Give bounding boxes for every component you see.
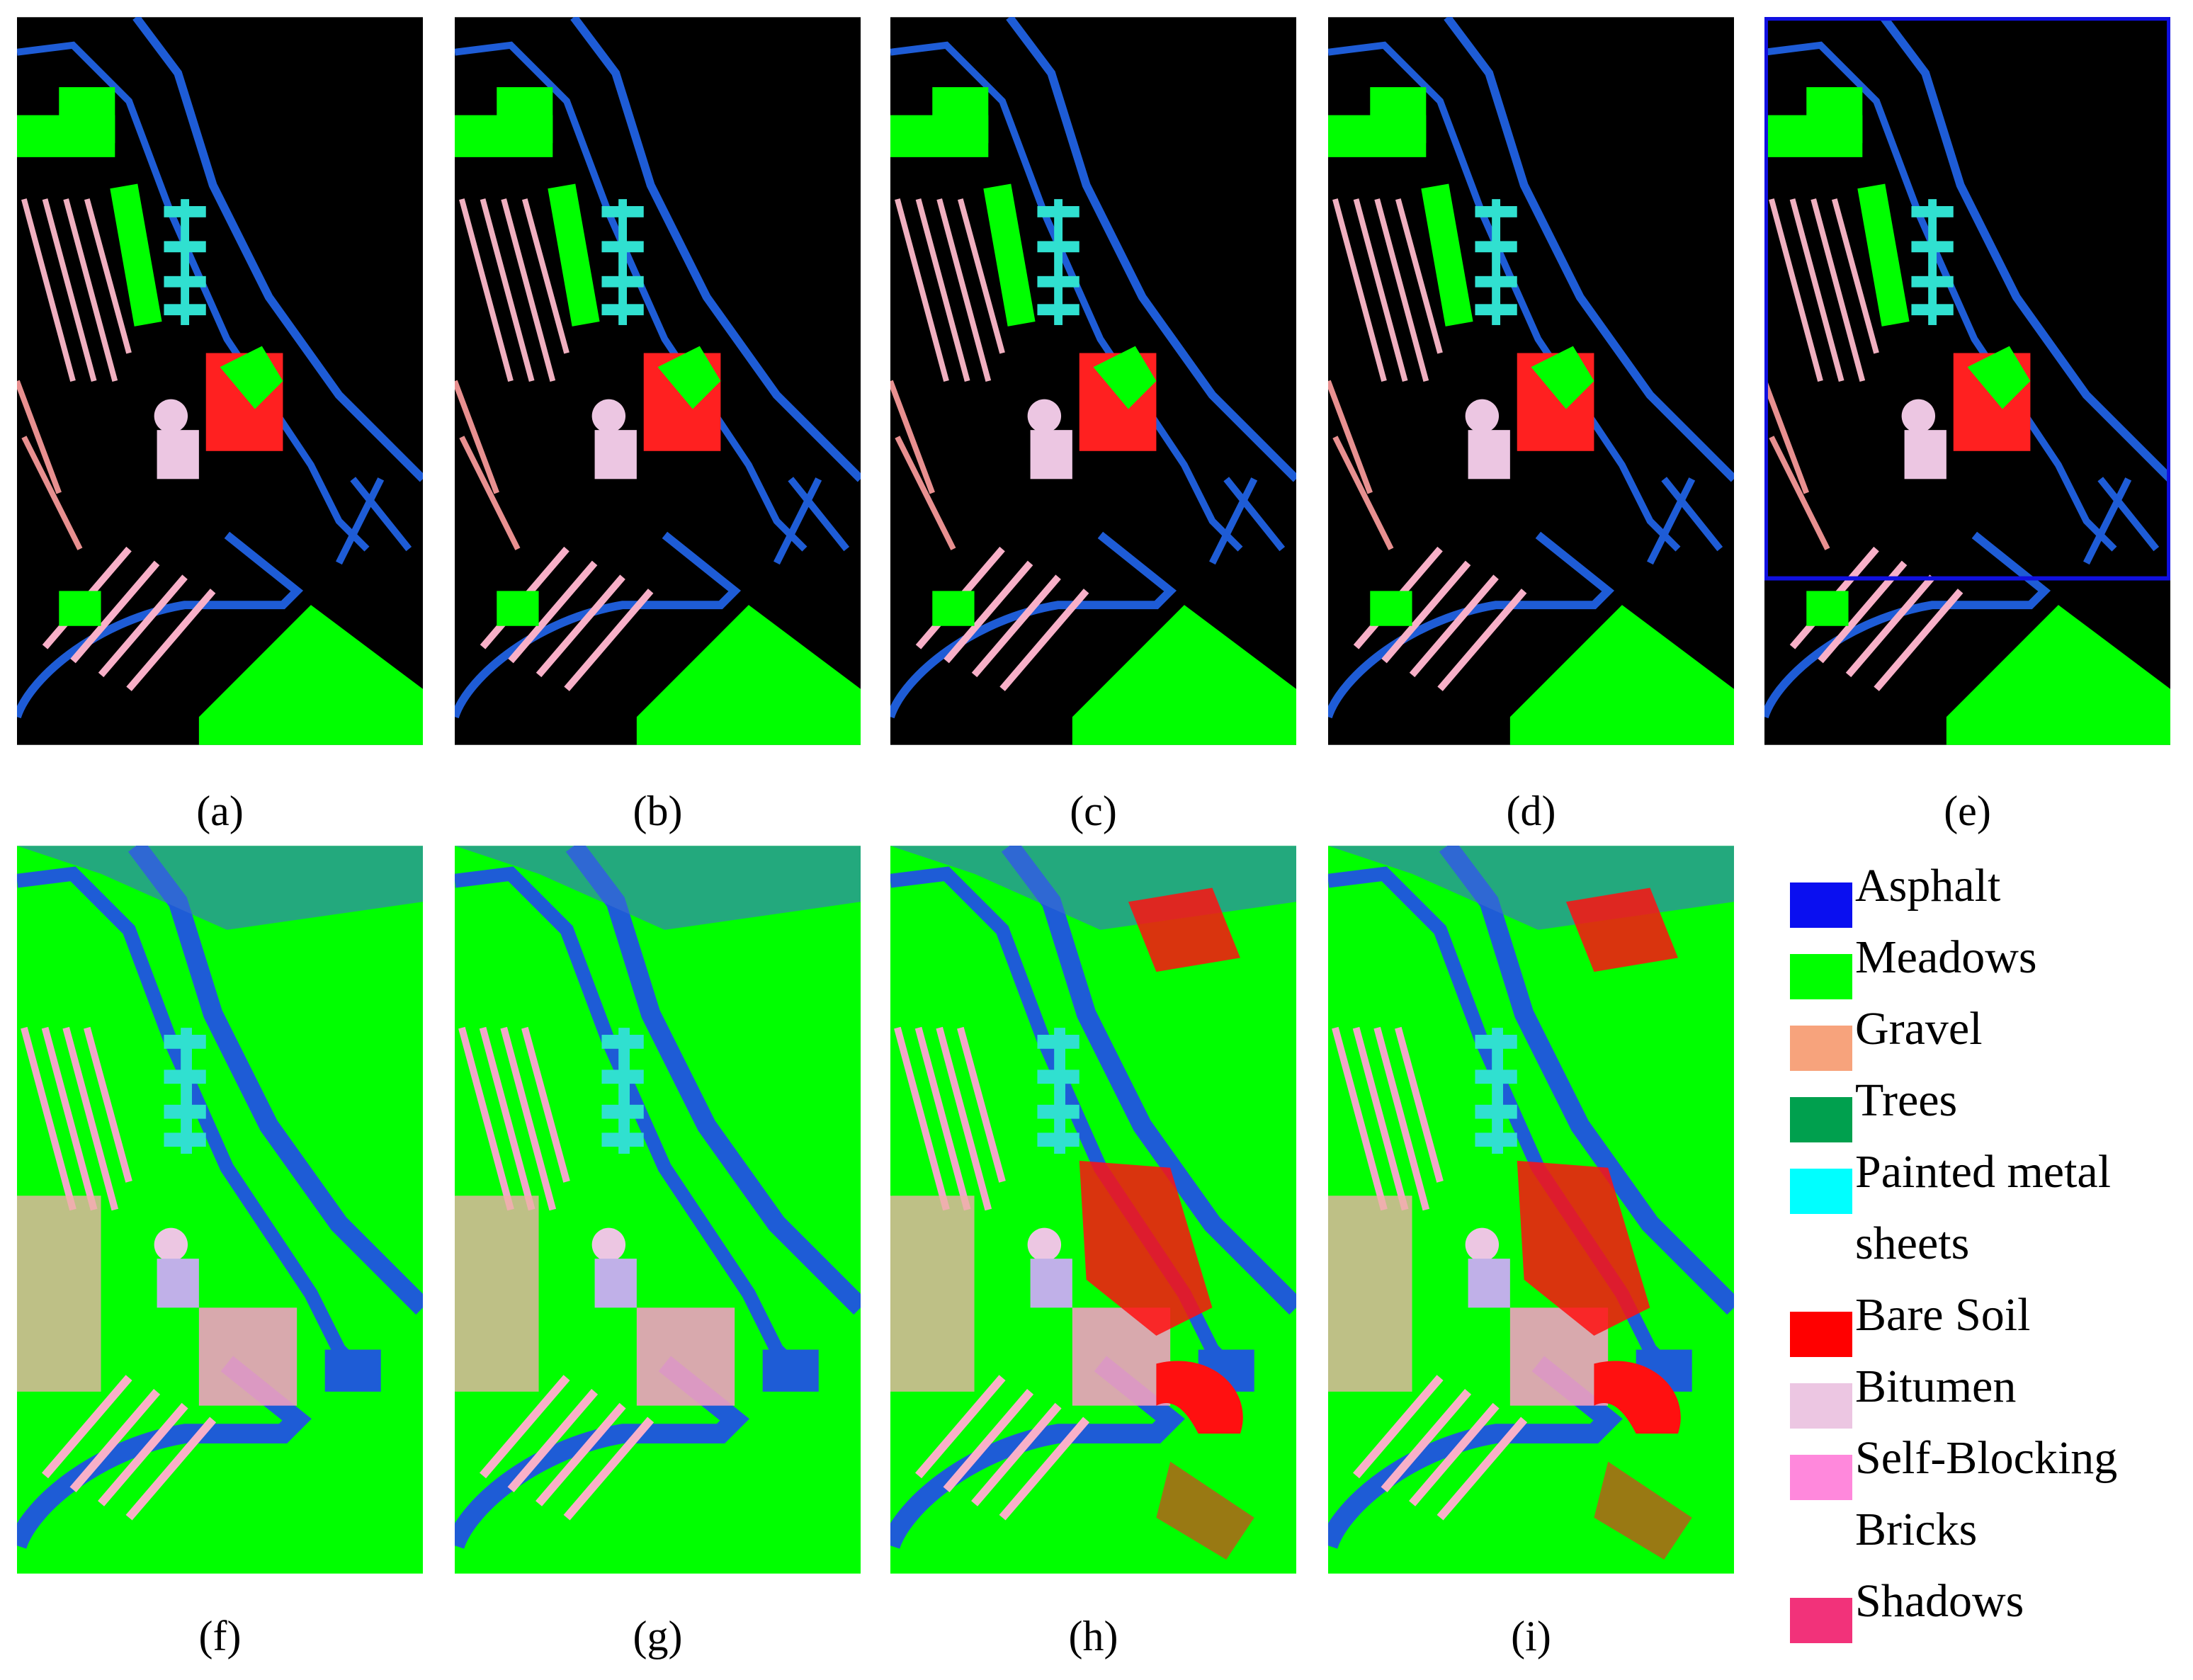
panel-label: (e) [1944, 788, 1991, 834]
map-panel [455, 17, 861, 745]
legend-swatch [1790, 1312, 1852, 1357]
legend: Asphalt Meadows Gravel Trees Painted metal s… [1790, 850, 2187, 1643]
map-panel [455, 846, 861, 1574]
legend-item: Bitumen [1790, 1351, 2187, 1429]
legend-label: Gravel [1855, 1003, 1983, 1055]
legend-label: Painted metal sheets [1855, 1146, 2112, 1269]
legend-label: Bitumen [1855, 1361, 2017, 1412]
legend-swatch [1790, 1383, 1852, 1429]
legend-swatch [1790, 1026, 1852, 1071]
legend-swatch [1790, 954, 1852, 999]
map-panel [17, 846, 423, 1574]
legend-swatch [1790, 1455, 1852, 1500]
legend-item: Self-Blocking Bricks [1790, 1422, 2187, 1565]
legend-item: Asphalt [1790, 850, 2187, 928]
legend-swatch [1790, 1598, 1852, 1643]
legend-label: Asphalt [1855, 860, 2001, 912]
legend-item: Shadows [1790, 1565, 2187, 1643]
panel-label: (g) [633, 1613, 683, 1659]
legend-item: Painted metal sheets [1790, 1136, 2187, 1279]
legend-swatch [1790, 1097, 1852, 1142]
legend-item: Bare Soil [1790, 1279, 2187, 1357]
panel-label: (f) [198, 1613, 242, 1659]
panel-label: (c) [1070, 788, 1117, 834]
panel-label: (h) [1068, 1613, 1118, 1659]
legend-label: Bare Soil [1855, 1289, 2031, 1341]
map-panel [890, 846, 1296, 1574]
map-panel [890, 17, 1296, 745]
panel-label: (b) [633, 788, 683, 834]
panel-label: (a) [196, 788, 244, 834]
panel-label: (d) [1506, 788, 1556, 834]
legend-item: Meadows [1790, 921, 2187, 999]
panel-label: (i) [1511, 1613, 1551, 1659]
map-panel [1764, 17, 2170, 745]
legend-label: Meadows [1855, 931, 2037, 983]
map-panel [1328, 846, 1734, 1574]
legend-label: Trees [1855, 1074, 1958, 1126]
map-panel [1328, 17, 1734, 745]
legend-label: Self-Blocking Bricks [1855, 1432, 2118, 1555]
legend-label: Shadows [1855, 1575, 2024, 1627]
legend-item: Gravel [1790, 993, 2187, 1071]
legend-item: Trees [1790, 1065, 2187, 1142]
legend-swatch [1790, 1169, 1852, 1214]
legend-swatch [1790, 882, 1852, 928]
map-panel [17, 17, 423, 745]
